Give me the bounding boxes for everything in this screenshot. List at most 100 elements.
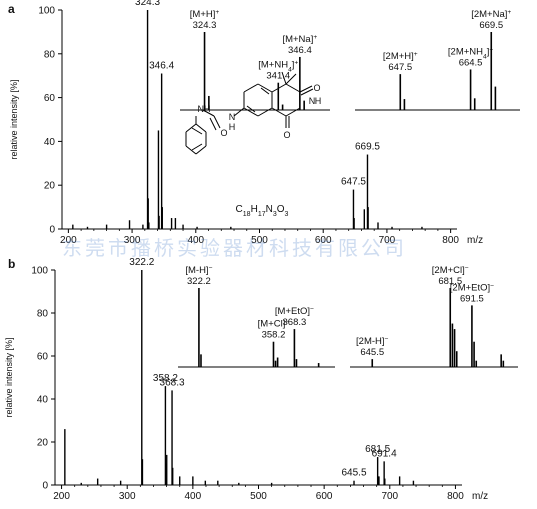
inset-ion-label: [2M+H]+	[383, 51, 418, 63]
atom-N-right: N	[229, 112, 236, 122]
inset-peak-value: 691.5	[460, 293, 484, 304]
inset-ion-label: [2M+EtO]−	[450, 282, 494, 294]
structure-bond	[285, 73, 297, 85]
peak-label: 691.4	[372, 448, 397, 459]
peak-label: 322.2	[129, 257, 154, 268]
structure-bond	[209, 117, 217, 131]
x-tick-label: 200	[53, 491, 70, 502]
structure-bond	[243, 107, 259, 117]
panel-label: b	[8, 257, 15, 271]
y-tick-label: 80	[44, 49, 56, 60]
inset-peak-value: 368.3	[283, 317, 307, 328]
structure-bond	[281, 71, 287, 85]
peak-label: 681.5	[365, 444, 390, 455]
x-tick-label: 700	[379, 235, 396, 246]
inset-peak-value: 324.3	[193, 20, 217, 31]
y-tick-label: 0	[42, 481, 48, 492]
y-tick-label: 100	[31, 266, 48, 277]
inset-peak-value: 322.2	[187, 276, 211, 287]
inset-peak-value: 681.5	[438, 276, 462, 287]
structure-bond	[195, 145, 207, 155]
peak-label: 346.4	[149, 61, 174, 72]
structure-bond	[185, 145, 197, 155]
structure-bond	[300, 88, 314, 96]
inset-ion-label: [2M-H]−	[356, 336, 389, 348]
x-axis-label: m/z	[472, 491, 488, 502]
inset-ion-label: [M-H]−	[185, 265, 212, 277]
structure-bond	[185, 123, 197, 133]
inset-ion-label: [2M+Cl]−	[432, 265, 469, 277]
x-axis-label: m/z	[467, 235, 483, 246]
inset-peak-value: 358.2	[262, 330, 286, 341]
panel-label: a	[8, 2, 15, 16]
y-tick-label: 20	[44, 181, 56, 192]
y-axis-label: relative intensity [%]	[4, 337, 14, 417]
structure-bond	[246, 105, 256, 113]
peak-label: 645.5	[341, 468, 366, 479]
structure-bond	[260, 87, 270, 95]
x-tick-label: 400	[187, 235, 204, 246]
inset-peak-value: 341.4	[266, 71, 290, 82]
x-tick-label: 500	[250, 491, 267, 502]
x-tick-label: 700	[381, 491, 398, 502]
x-tick-label: 300	[119, 491, 136, 502]
peak-label: 368.3	[160, 377, 185, 388]
inset-ion-label: [M+EtO]−	[275, 306, 314, 318]
structure-bond	[285, 83, 301, 93]
y-tick-label: 60	[37, 352, 49, 363]
inset-peak-value: 346.4	[288, 45, 312, 56]
inset-peak-value: 645.5	[360, 347, 384, 358]
atom-H-right: H	[229, 122, 236, 132]
atom-H-imide: H	[315, 96, 322, 106]
atom-O-urea: O	[220, 128, 227, 138]
structure-bond	[233, 107, 245, 117]
spectrum-panel-a: a 200 300 400 500 600 700 800 m/z 0 20 40 60 80 100 rel…	[8, 0, 520, 246]
structure-bond	[191, 143, 203, 151]
x-tick-label: 800	[447, 491, 464, 502]
inset-peak-value: 664.5	[459, 57, 483, 68]
atom-O-bottom: O	[283, 130, 290, 140]
y-tick-label: 100	[38, 6, 55, 17]
inset-spectrum: 324.3[M+H]+ 341.4[M+NH4]+ 346.4[M+Na]+	[180, 9, 330, 111]
y-tick-label: 40	[37, 395, 49, 406]
y-tick-label: 20	[37, 438, 49, 449]
x-tick-label: 800	[442, 235, 459, 246]
atom-O-top: O	[313, 83, 320, 93]
structure-bond	[191, 127, 203, 135]
inset-ion-label: [M+H]+	[190, 9, 220, 21]
peak-label: 647.5	[341, 177, 366, 188]
molecular-formula: C18H17N3O3	[236, 204, 289, 218]
peak-label: 358.2	[153, 373, 178, 384]
inset-ion-label: [2M+Na]+	[471, 9, 511, 21]
structure-bond	[271, 83, 287, 93]
x-tick-label: 200	[60, 235, 77, 246]
y-axis-label: relative intensity [%]	[9, 79, 19, 159]
inset-peak-value: 669.5	[479, 20, 503, 31]
inset-spectrum: 645.5[2M-H]− 681.5[2M+Cl]− 691.5[2M+EtO]−	[350, 265, 518, 368]
atom-N-imide: N	[309, 96, 316, 106]
inset-peak-value: 647.5	[388, 62, 412, 73]
inset-spectrum: 322.2[M-H]− 358.2[M+Cl]−368.3[M+EtO]−	[178, 265, 335, 368]
chemical-structure	[185, 71, 314, 155]
peak-label: 324.3	[135, 0, 160, 8]
y-tick-label: 80	[37, 309, 49, 320]
peak-label: 669.5	[355, 142, 380, 153]
inset-ion-label: [M+Na]+	[282, 33, 317, 45]
structure-bond	[257, 107, 273, 117]
y-tick-label: 40	[44, 137, 56, 148]
structure-bond	[257, 83, 273, 93]
structure-bond	[285, 107, 301, 117]
structure-bond	[195, 123, 207, 133]
x-tick-label: 500	[251, 235, 268, 246]
inset-ion-label: [M+Cl]−	[258, 318, 290, 330]
x-tick-label: 600	[315, 235, 332, 246]
y-tick-label: 0	[49, 225, 55, 236]
structure-bond	[271, 107, 287, 117]
x-tick-label: 400	[185, 491, 202, 502]
spectrum-panel-b: b 200 300 400 500 600 700 800 m/z 0 20 40 60 80 100 rel…	[4, 257, 518, 502]
atom-NH-left: NH	[198, 104, 211, 114]
x-tick-label: 600	[316, 491, 333, 502]
structure-bond	[202, 109, 215, 117]
x-tick-label: 300	[124, 235, 141, 246]
